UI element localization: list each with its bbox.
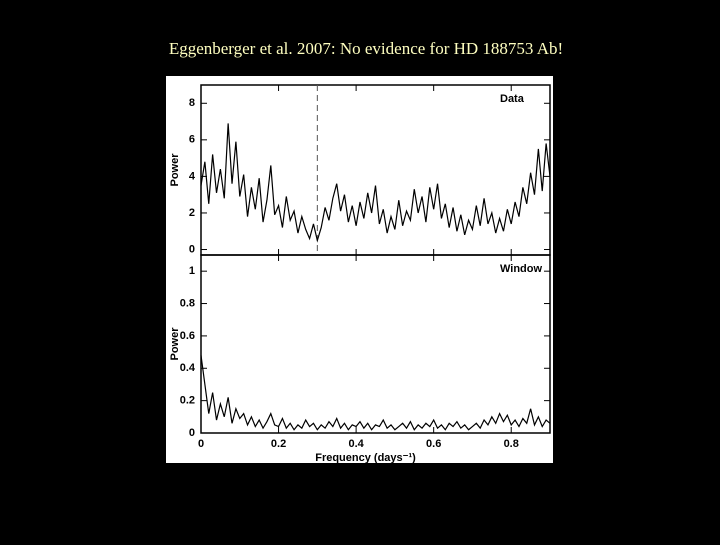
- x-axis-label: Frequency (days⁻¹): [315, 452, 416, 464]
- panel-annotation: Window: [500, 263, 542, 275]
- y-tick-label: 0.2: [180, 395, 195, 407]
- x-tick-label: 0.8: [504, 438, 519, 450]
- x-tick-label: 0.6: [426, 438, 441, 450]
- plot-frame: [200, 254, 551, 434]
- y-tick-label: 0: [189, 243, 195, 255]
- panel-annotation: Data: [500, 93, 525, 105]
- y-tick-label: 0.8: [180, 297, 195, 309]
- y-axis-label: Power: [169, 327, 181, 361]
- y-tick-label: 4: [189, 170, 196, 182]
- x-tick-label: 0.4: [348, 438, 364, 450]
- y-tick-label: 1: [189, 265, 195, 277]
- y-tick-label: 6: [189, 134, 195, 146]
- power-line: [200, 355, 551, 431]
- figure-panel: [166, 76, 553, 463]
- power-line: [200, 123, 551, 243]
- y-tick-label: 0: [189, 427, 195, 439]
- x-tick-label: 0: [198, 438, 204, 450]
- x-tick-label: 0.2: [271, 438, 286, 450]
- y-axis-label: Power: [169, 153, 181, 187]
- y-tick-label: 2: [189, 207, 195, 219]
- y-tick-label: 0.6: [180, 330, 195, 342]
- slide-title: Eggenberger et al. 2007: No evidence for…: [169, 39, 563, 58]
- y-tick-label: 8: [189, 97, 195, 109]
- y-tick-label: 0.4: [180, 362, 196, 374]
